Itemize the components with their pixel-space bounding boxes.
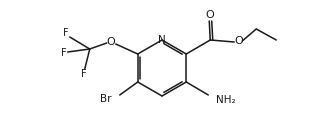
Text: F: F (63, 28, 69, 38)
Text: O: O (206, 10, 215, 20)
Text: O: O (106, 37, 115, 47)
Text: F: F (81, 69, 87, 79)
Text: N: N (158, 35, 166, 45)
Text: Br: Br (100, 94, 112, 104)
Text: F: F (61, 48, 67, 58)
Text: NH₂: NH₂ (216, 95, 236, 105)
Text: O: O (235, 36, 244, 46)
